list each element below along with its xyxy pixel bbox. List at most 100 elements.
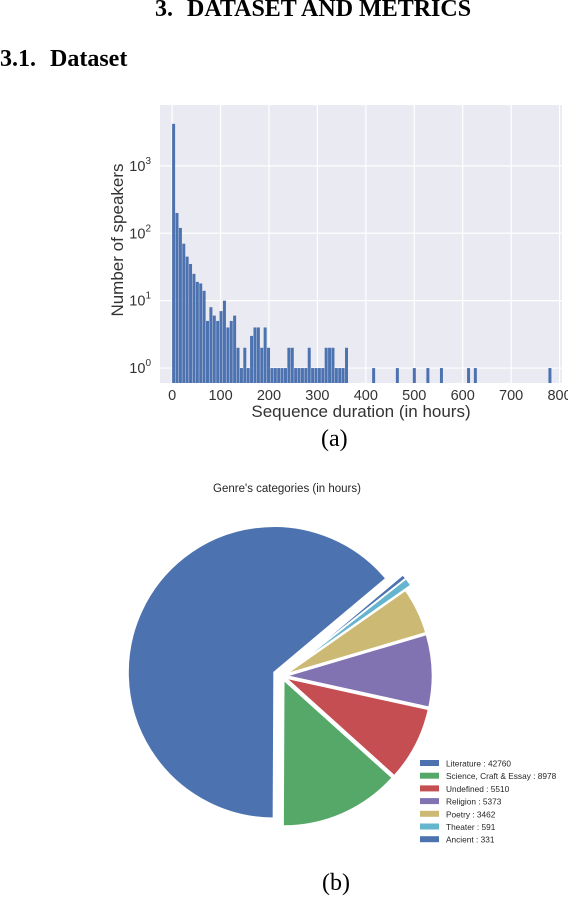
caption-a: (a) — [321, 426, 348, 452]
pie-slice — [127, 525, 387, 820]
histogram-bar — [229, 320, 233, 383]
pie-legend: Literature : 42760 Science, Craft & Essay… — [420, 759, 557, 845]
pie-slices — [127, 525, 434, 827]
histogram-bar — [341, 368, 345, 383]
x-tick-label: 300 — [305, 388, 329, 404]
histogram-bar — [246, 368, 250, 383]
histogram-bar — [185, 256, 189, 383]
legend-label: Poetry : 3462 — [446, 809, 496, 819]
histogram-bar — [304, 368, 308, 383]
legend-label: Religion : 5373 — [446, 797, 502, 807]
histogram-bar — [202, 290, 206, 383]
histogram-bar — [300, 368, 304, 383]
histogram-x-axis-label: Sequence duration (in hours) — [251, 402, 470, 421]
legend-swatch — [420, 772, 439, 779]
histogram-bar — [250, 335, 254, 383]
pie-slice — [286, 633, 434, 709]
histogram-bar — [439, 368, 443, 383]
histogram-bar — [233, 315, 237, 383]
x-tick-label: 400 — [354, 388, 378, 404]
histogram-chart: 0 100 200 300 400 500 600 700 800 100 101 102 103 S… — [108, 105, 568, 421]
x-tick-label: 500 — [402, 388, 426, 404]
x-tick-label: 100 — [208, 388, 232, 404]
histogram-bar — [256, 327, 260, 383]
y-tick-label: 102 — [129, 223, 151, 242]
histogram-bar — [175, 212, 179, 383]
y-tick-label: 103 — [129, 156, 151, 175]
histogram-bar — [216, 320, 220, 383]
histogram-bar — [331, 347, 335, 383]
x-tick-label: 800 — [547, 388, 568, 404]
subsection-number: 3.1. — [0, 46, 36, 72]
histogram-bar — [239, 368, 243, 383]
histogram-bar — [297, 368, 301, 383]
legend-label: Undefined : 5510 — [446, 784, 510, 794]
legend-swatch — [420, 785, 439, 792]
subsection-title: Dataset — [50, 46, 128, 72]
pie-slice — [283, 676, 430, 777]
histogram-bar — [226, 327, 230, 383]
histogram-bar — [311, 368, 315, 383]
x-tick-label: 200 — [257, 388, 281, 404]
histogram-x-tick-labels: 0 100 200 300 400 500 600 700 800 — [168, 388, 568, 404]
x-tick-label: 600 — [451, 388, 475, 404]
histogram-bar — [209, 307, 213, 383]
histogram-bar — [328, 347, 332, 383]
section-number: 3. — [155, 0, 173, 22]
histogram-bar — [317, 368, 321, 383]
histogram-bar — [314, 368, 318, 383]
histogram-bar — [372, 368, 376, 383]
histogram-bar — [270, 368, 274, 383]
legend-swatch — [420, 823, 439, 830]
histogram-bar — [253, 327, 257, 383]
histogram-bar — [195, 281, 199, 383]
caption-b: (b) — [322, 870, 350, 896]
pie-slice — [290, 573, 407, 670]
histogram-bar — [338, 368, 342, 383]
histogram-bar — [222, 300, 226, 383]
histogram-bar — [321, 368, 325, 383]
histogram-bar — [473, 368, 477, 383]
pie-chart: Genre's categories (in hours) Literature… — [127, 483, 557, 845]
pie-slice — [285, 589, 427, 675]
histogram-bar — [548, 368, 552, 383]
histogram-bar — [334, 368, 338, 383]
histogram-bar — [294, 368, 298, 383]
section-heading: 3. DATASET AND METRICS — [155, 0, 471, 23]
histogram-bar — [290, 347, 294, 383]
histogram-bar — [199, 283, 203, 383]
legend-label: Science, Craft & Essay : 8978 — [446, 771, 557, 781]
histogram-bar — [345, 347, 349, 383]
histogram-bar — [260, 347, 264, 383]
histogram-bar — [273, 368, 277, 383]
x-tick-label: 700 — [499, 388, 523, 404]
histogram-bar — [172, 123, 176, 383]
legend-swatch — [420, 810, 439, 817]
histogram-y-tick-labels: 100 101 102 103 — [129, 156, 151, 377]
pie-chart-title: Genre's categories (in hours) — [213, 483, 361, 495]
histogram-bar — [182, 243, 186, 383]
histogram-bar — [206, 320, 210, 383]
histogram-bars — [172, 123, 552, 383]
legend-swatch — [420, 836, 439, 843]
histogram-bar — [467, 368, 471, 383]
histogram-bar — [412, 368, 416, 383]
histogram-bar — [243, 347, 247, 383]
histogram-bar — [219, 311, 223, 383]
legend-label: Ancient : 331 — [446, 835, 495, 845]
histogram-bar — [324, 347, 328, 383]
histogram-bar — [287, 347, 291, 383]
x-tick-label: 0 — [168, 388, 176, 404]
histogram-bar — [192, 273, 196, 383]
histogram-bar — [426, 368, 430, 383]
legend-label: Literature : 42760 — [446, 759, 511, 769]
histogram-y-axis-label: Number of speakers — [108, 163, 127, 316]
histogram-bar — [178, 227, 182, 383]
legend-label: Theater : 591 — [446, 822, 496, 832]
histogram-bar — [189, 263, 193, 383]
histogram-bar — [267, 347, 271, 383]
pie-slice — [282, 678, 394, 827]
histogram-bar — [236, 347, 240, 383]
legend-swatch — [420, 798, 439, 805]
histogram-bar — [395, 368, 399, 383]
